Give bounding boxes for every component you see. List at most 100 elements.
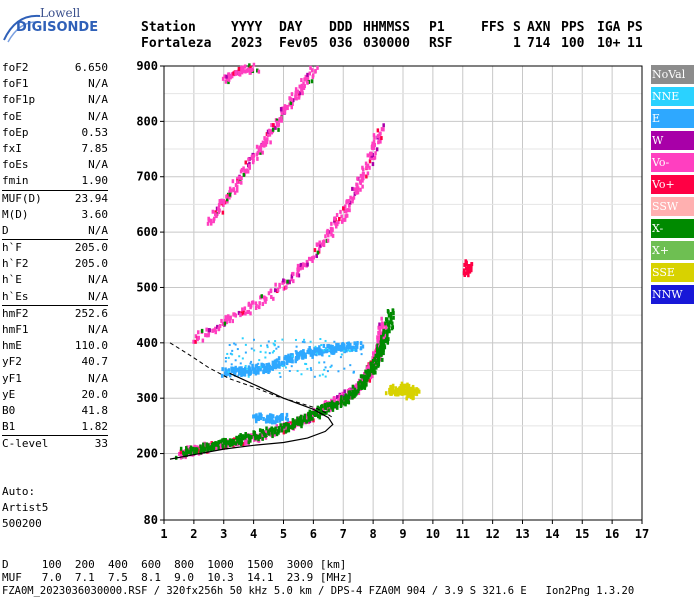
echo-mark [391,383,395,388]
echo-mark [372,363,376,368]
echo-mark [290,92,294,97]
x-tick-label: 14 [545,527,559,541]
param-row: h`F 205.0 [2,240,108,256]
echo-mark [258,301,261,306]
echo-mark [321,404,324,409]
echo-mark [324,339,327,342]
echo-mark [312,255,315,260]
echo-mark [231,349,234,352]
echo-mark [287,357,291,362]
echo-mark [254,416,258,421]
echo-mark [254,434,258,439]
echo-mark [241,337,244,340]
echo-mark [307,412,310,417]
echo-mark [344,214,347,219]
echo-mark [295,273,299,278]
echo-mark [374,370,377,375]
echo-mark [361,384,365,389]
echo-mark [291,425,294,430]
echo-mark [365,378,368,383]
y-tick-label: 700 [136,170,158,184]
echo-mark [291,418,295,423]
echo-mark [211,209,215,214]
echo-mark [214,446,218,451]
echo-mark [303,352,306,355]
echo-mark [202,442,205,447]
echo-mark [363,377,366,382]
echo-mark [286,279,289,284]
echo-mark [347,199,351,204]
echo-mark [277,345,280,348]
echo-mark [351,196,355,201]
param-separator [2,304,108,306]
echo-mark [229,73,232,78]
echo-mark [233,342,236,345]
echo-mark [217,326,221,331]
echo-mark [356,383,359,388]
echo-mark [233,372,237,377]
echo-mark [266,129,270,134]
echo-mark [300,88,303,93]
echo-mark [222,440,226,445]
echo-mark [232,188,236,193]
header-col-11: PS [627,20,643,35]
echo-mark [226,352,229,355]
param-row: h`Es N/A [2,289,108,305]
echo-mark [235,71,238,76]
param-name: M(D) [2,207,29,221]
echo-mark [225,74,228,79]
param-value: 0.53 [81,125,109,139]
echo-mark [269,366,272,371]
echo-mark [250,300,254,305]
param-name: h`F [2,241,22,255]
echo-mark [380,323,384,328]
echo-mark [258,148,262,153]
echo-mark [340,214,343,219]
echo-mark [231,440,234,445]
echo-mark [247,301,251,306]
echo-mark [266,344,269,347]
param-value: N/A [88,273,108,287]
echo-mark [238,434,241,439]
echo-mark [404,389,407,394]
legend-e: E [651,109,694,128]
echo-mark [232,71,235,76]
param-row: hmF1 N/A [2,322,108,338]
echo-mark [371,146,374,151]
echo-mark [384,391,388,396]
echo-mark [327,408,330,413]
echo-mark [465,260,468,265]
echo-mark [264,351,267,354]
echo-mark [224,443,228,448]
echo-mark [271,414,275,419]
echo-mark [242,166,245,171]
echo-mark [237,70,241,75]
echo-mark [341,391,344,396]
echo-mark [465,266,468,271]
echo-mark [245,369,248,374]
echo-mark [412,390,415,395]
echo-mark [267,431,271,436]
echo-mark [238,439,241,444]
header-val-8: 714 [527,36,551,51]
param-name: foEs [2,158,29,172]
param-row: hmE 110.0 [2,338,108,354]
echo-mark [222,200,226,205]
echo-mark [217,445,220,450]
echo-mark [353,187,357,192]
echo-mark [382,328,386,333]
echo-mark [298,91,302,96]
echo-mark [334,348,338,353]
echo-mark [314,69,317,74]
echo-mark [310,369,313,372]
echo-mark [292,279,295,284]
echo-mark [230,368,234,373]
echo-mark [339,356,342,359]
echo-mark [246,367,249,370]
param-value: N/A [88,109,108,123]
echo-mark [355,186,359,191]
echo-mark [290,274,294,279]
echo-mark [391,321,394,326]
echo-mark [275,120,279,125]
echo-mark [370,151,373,156]
